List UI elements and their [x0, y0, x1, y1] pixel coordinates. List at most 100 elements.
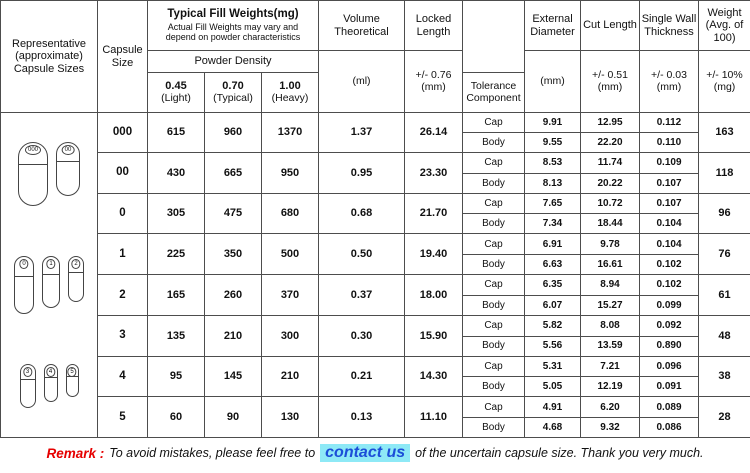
- body-external-diameter: 7.34: [524, 213, 581, 235]
- row-size-000-cap: 000 00 0 1 2 3 4 5 000 615 960 1370 1.37 26.14 Cap 9.91…: [0, 112, 750, 438]
- volume-value: 0.68: [318, 192, 405, 235]
- capsule-seam: [18, 164, 48, 166]
- row-size-4-cap: 4 95 145 210 0.21 14.30 Cap 5.31 7.21 0.096 38: [1, 355, 750, 398]
- weight-value: 76: [698, 233, 750, 276]
- header-tolerance-component: Tolerance Component: [462, 72, 525, 113]
- header-capsule-size: Capsule Size: [97, 0, 148, 113]
- row-size-000-body: Body 9.55 22.20 0.110: [1, 132, 750, 153]
- cap-external-diameter: 6.91: [524, 233, 581, 256]
- body-cut-length: 16.61: [580, 254, 640, 276]
- fill-weight-typical: 145: [204, 355, 262, 398]
- density-heavy-label: (Heavy): [271, 91, 309, 104]
- locked-length-value: 19.40: [404, 233, 463, 276]
- cap-cut-length: 10.72: [580, 192, 640, 215]
- header-density-typical: 0.70 (Typical): [204, 72, 262, 113]
- capsule-drawing-label: 2: [71, 259, 81, 269]
- capsule-drawing-2: 2: [68, 256, 84, 302]
- cap-wall-thickness: 0.089: [639, 396, 699, 418]
- header-external-diameter: External Diameter: [524, 0, 581, 51]
- capsule-seam: [68, 271, 84, 273]
- row-size-0-cap: 0 305 475 680 0.68 21.70 Cap 7.65 10.72 0.107 96: [1, 192, 750, 235]
- body-cut-length: 12.19: [580, 376, 640, 398]
- capsule-drawing-label: 4: [45, 367, 56, 377]
- component-body: Body: [462, 417, 525, 438]
- capsule-drawing-label: 3: [22, 367, 33, 377]
- cap-cut-length: 7.21: [580, 355, 640, 378]
- body-wall-thickness: 0.099: [639, 294, 699, 316]
- body-wall-thickness: 0.091: [639, 376, 699, 398]
- component-cap: Cap: [462, 152, 525, 174]
- capsule-seam: [42, 274, 60, 275]
- capsule-drawing-label: 0: [19, 259, 29, 269]
- weight-value: 61: [698, 274, 750, 316]
- body-wall-thickness: 0.102: [639, 254, 699, 276]
- capsule-drawing-00: 00: [56, 142, 80, 196]
- fill-weight-typical: 350: [204, 233, 262, 276]
- capsule-drawing-label: 1: [46, 259, 56, 269]
- fill-weight-heavy: 210: [261, 355, 319, 398]
- locked-length-value: 21.70: [404, 192, 463, 235]
- row-size-2-cap: 2 165 260 370 0.37 18.00 Cap 6.35 8.94 0.102 61: [1, 274, 750, 316]
- locked-length-value: 14.30: [404, 355, 463, 398]
- weight-value: 96: [698, 192, 750, 235]
- capsule-illustrations: 000 00 0 1 2 3 4 5: [0, 112, 98, 438]
- capsule-seam: [43, 377, 58, 379]
- fill-weight-light: 95: [147, 355, 205, 398]
- density-light-value: 0.45: [165, 80, 187, 93]
- cap-external-diameter: 6.35: [524, 274, 581, 296]
- cap-wall-thickness: 0.109: [639, 152, 699, 174]
- capsule-size-1: 1: [97, 233, 148, 276]
- cap-external-diameter: 9.91: [524, 112, 581, 133]
- cap-wall-thickness: 0.092: [639, 314, 699, 337]
- row-size-4-body: Body 5.05 12.19 0.091: [1, 376, 750, 398]
- header-tolerance-spacer: [462, 0, 525, 73]
- row-size-00-cap: 00 430 665 950 0.95 23.30 Cap 8.53 11.74 0.109 118: [1, 152, 750, 194]
- capsule-drawing-3: 3: [19, 364, 36, 408]
- header-row-top: Representative (approximate) Capsule Siz…: [0, 0, 750, 113]
- body-cut-length: 22.20: [580, 132, 640, 153]
- cap-external-diameter: 5.31: [524, 355, 581, 378]
- spec-table-body: 000 00 0 1 2 3 4 5 000 615 960 1370 1.37 26.14 Cap 9.91…: [0, 112, 750, 438]
- capsule-size-3: 3: [97, 314, 148, 357]
- body-external-diameter: 8.13: [524, 172, 581, 194]
- capsule-size-4: 4: [97, 355, 148, 398]
- component-body: Body: [462, 335, 525, 357]
- capsule-group-1: 000 00: [18, 142, 80, 206]
- fill-weight-heavy: 950: [261, 152, 319, 194]
- fill-weight-light: 615: [147, 112, 205, 153]
- fill-weight-typical: 475: [204, 192, 262, 235]
- capsule-drawing-5: 5: [65, 364, 79, 397]
- body-cut-length: 13.59: [580, 335, 640, 357]
- fill-weight-typical: 210: [204, 314, 262, 357]
- capsule-seam: [65, 375, 79, 377]
- remark-bar: Remark : To avoid mistakes, please feel …: [0, 438, 750, 468]
- cap-wall-thickness: 0.112: [639, 112, 699, 133]
- header-density-heavy: 1.00 (Heavy): [261, 72, 319, 113]
- fill-weight-heavy: 1370: [261, 112, 319, 153]
- capsule-drawing-0: 0: [14, 256, 34, 314]
- fill-weight-heavy: 500: [261, 233, 319, 276]
- component-body: Body: [462, 254, 525, 276]
- fill-weight-heavy: 300: [261, 314, 319, 357]
- locked-length-value: 18.00: [404, 274, 463, 316]
- body-wall-thickness: 0.107: [639, 172, 699, 194]
- cap-wall-thickness: 0.104: [639, 233, 699, 256]
- body-cut-length: 9.32: [580, 417, 640, 438]
- component-body: Body: [462, 376, 525, 398]
- density-light-label: (Light): [161, 91, 191, 104]
- body-external-diameter: 4.68: [524, 417, 581, 438]
- row-size-00-body: Body 8.13 20.22 0.107: [1, 172, 750, 194]
- weight-value: 163: [698, 112, 750, 153]
- cap-cut-length: 11.74: [580, 152, 640, 174]
- contact-us-link[interactable]: contact us: [320, 444, 411, 462]
- component-cap: Cap: [462, 396, 525, 418]
- body-external-diameter: 9.55: [524, 132, 581, 153]
- cap-wall-thickness: 0.102: [639, 274, 699, 296]
- body-wall-thickness: 0.110: [639, 132, 699, 153]
- component-cap: Cap: [462, 192, 525, 215]
- fill-weight-light: 135: [147, 314, 205, 357]
- row-size-2-body: Body 6.07 15.27 0.099: [1, 294, 750, 316]
- fill-weight-typical: 665: [204, 152, 262, 194]
- cap-wall-thickness: 0.096: [639, 355, 699, 378]
- fill-weight-heavy: 370: [261, 274, 319, 316]
